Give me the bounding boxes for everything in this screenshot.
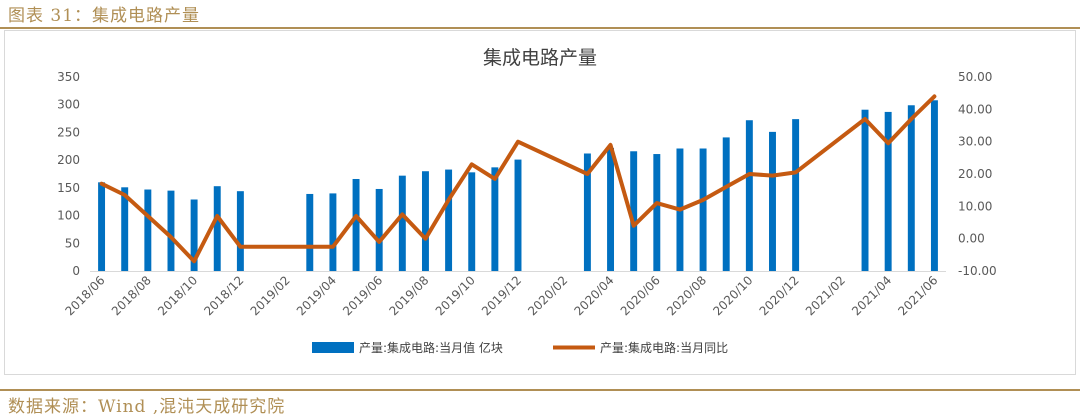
left-axis-tick-label: 300 [57, 98, 80, 112]
bar-2019/12 [514, 159, 522, 271]
bar-2020/09 [722, 137, 730, 271]
x-axis-tick-label: 2020/06 [618, 273, 663, 318]
right-axis-tick-label: 0.00 [958, 232, 985, 246]
x-axis-tick-label: 2018/08 [109, 273, 154, 318]
bar-2020/03 [583, 153, 591, 271]
right-axis-tick-label: -10.00 [958, 264, 997, 278]
bar-2019/04 [329, 193, 337, 271]
x-axis-tick-label: 2019/04 [294, 273, 339, 318]
chart-title: 集成电路产量 [483, 47, 597, 69]
bar-series [98, 100, 938, 272]
bar-2019/09 [445, 169, 453, 271]
bar-2019/05 [352, 178, 360, 271]
bar-2018/07 [121, 187, 129, 271]
x-axis-tick-label: 2020/02 [525, 273, 570, 318]
legend-line-label: 产量:集成电路:当月同比 [600, 340, 728, 355]
bar-2020/12 [792, 119, 800, 271]
bar-2018/11 [213, 186, 221, 271]
bar-2019/08 [421, 171, 429, 271]
left-axis-tick-label: 50 [65, 236, 80, 250]
x-axis-tick-label: 2020/12 [757, 273, 802, 318]
legend-bar-label: 产量:集成电路:当月值 亿块 [359, 340, 503, 355]
x-axis-tick-label: 2018/06 [63, 273, 108, 318]
x-axis-tick-label: 2020/04 [572, 273, 617, 318]
left-axis-tick-label: 100 [57, 209, 80, 223]
bar-2018/08 [144, 189, 152, 271]
figure-label: 图表 31：集成电路产量 [8, 6, 201, 26]
x-axis-tick-label: 2020/10 [710, 273, 755, 318]
right-axis-tick-label: 10.00 [958, 199, 992, 213]
x-axis-tick-label: 2019/02 [248, 273, 293, 318]
legend-bar-swatch [312, 342, 354, 353]
bar-2021/05 [907, 105, 915, 271]
x-axis-tick-label: 2021/06 [895, 273, 940, 318]
yoy-line [99, 94, 937, 264]
right-axis-ticks: -10.00 0.00 10.00 20.00 30.00 40.00 50.00 [958, 70, 997, 278]
x-axis-tick-label: 2021/02 [803, 273, 848, 318]
left-axis-tick-label: 200 [57, 153, 80, 167]
source-note: 数据来源：Wind ,混沌天成研究院 [8, 397, 286, 417]
left-axis-tick-label: 250 [57, 125, 80, 139]
bar-2019/03 [306, 193, 314, 271]
x-axis-tick-label: 2020/08 [664, 273, 709, 318]
bottom-divider [0, 389, 1080, 391]
x-axis-tick-label: 2019/12 [479, 273, 524, 318]
x-axis-tick-label: 2021/04 [849, 273, 894, 318]
right-axis-tick-label: 20.00 [958, 167, 992, 181]
bar-2018/10 [190, 199, 198, 271]
bar-2018/09 [167, 190, 175, 271]
bar-2021/06 [930, 100, 938, 271]
bar-2021/03 [861, 109, 869, 272]
bar-2019/06 [375, 188, 383, 271]
left-axis-tick-label: 150 [57, 181, 80, 195]
bar-2020/05 [630, 151, 638, 271]
x-axis-tick-label: 2019/06 [340, 273, 385, 318]
x-axis-tick-label: 2018/10 [155, 273, 200, 318]
x-axis-ticks: 2018/06 2018/08 2018/10 2018/12 2019/02 2019/… [63, 273, 941, 318]
x-axis-tick-label: 2019/10 [433, 273, 478, 318]
bar-2019/07 [398, 175, 406, 271]
bar-2020/08 [699, 148, 707, 271]
bar-2020/11 [769, 131, 776, 271]
left-axis-ticks: 0 50 100 150 200 250 300 350 [57, 70, 80, 278]
top-divider [0, 27, 1080, 29]
bar-2020/10 [745, 120, 753, 271]
chart-frame [4, 30, 1076, 375]
right-axis-tick-label: 30.00 [958, 135, 992, 149]
right-axis-tick-label: 40.00 [958, 102, 992, 116]
line-series [99, 94, 937, 264]
bar-2018/06 [98, 182, 106, 271]
bar-2019/11 [491, 167, 499, 271]
bar-2020/06 [653, 154, 661, 271]
bar-2021/04 [884, 111, 892, 271]
bar-2020/04 [607, 147, 615, 271]
bar-2018/12 [236, 191, 244, 271]
right-axis-tick-label: 50.00 [958, 70, 992, 84]
x-axis-tick-label: 2019/08 [386, 273, 431, 318]
left-axis-tick-label: 0 [72, 264, 80, 278]
bar-2019/10 [468, 172, 476, 271]
left-axis-tick-label: 350 [57, 70, 80, 84]
x-axis-tick-label: 2018/12 [201, 273, 246, 318]
